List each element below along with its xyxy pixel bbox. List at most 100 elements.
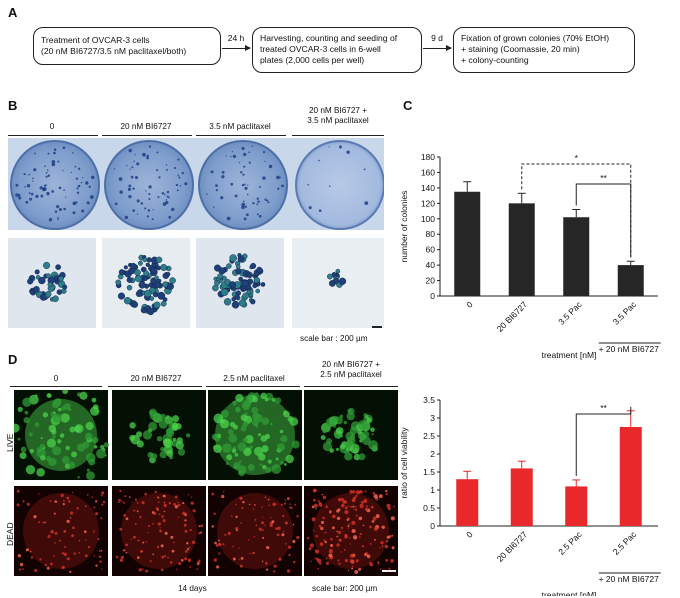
- dead-signal: [134, 498, 138, 501]
- dead-signal: [125, 517, 129, 521]
- cell-blob: [145, 262, 150, 267]
- dead-signal: [139, 550, 143, 553]
- dead-signal: [292, 523, 295, 526]
- bar: [619, 427, 642, 526]
- live-signal: [371, 433, 374, 436]
- dead-signal: [131, 501, 133, 503]
- cell-blob: [231, 300, 240, 309]
- colony-dot: [18, 196, 22, 200]
- y-tick-label: 1: [430, 485, 435, 495]
- live-signal: [60, 413, 70, 423]
- live-signal: [17, 437, 21, 441]
- dead-signal: [182, 511, 186, 515]
- live-signal: [147, 452, 154, 458]
- cell-blob: [327, 273, 333, 280]
- dead-signal: [264, 496, 267, 499]
- dead-signal: [385, 558, 389, 562]
- dead-signal: [261, 516, 264, 518]
- dead-signal: [39, 558, 42, 561]
- dead-signal: [236, 529, 239, 532]
- dead-signal: [217, 539, 220, 542]
- live-signal: [235, 407, 241, 413]
- panel-d-col-label-combo-line2: 2.5 nM paclitaxel: [320, 370, 382, 379]
- dead-signal: [321, 493, 324, 496]
- live-signal: [166, 450, 174, 457]
- live-signal: [231, 448, 237, 453]
- cell-blob: [55, 264, 61, 270]
- dead-signal: [329, 510, 332, 513]
- colony-dot: [251, 145, 254, 148]
- panel-b-micrograph-paclitaxel: [196, 238, 284, 328]
- dead-signal: [364, 553, 367, 556]
- significance-label: **: [600, 173, 607, 183]
- x-tick-label: 3.5 Pac: [611, 299, 639, 327]
- colony-dot: [148, 145, 152, 148]
- live-signal: [370, 427, 375, 432]
- colony-dot: [210, 170, 214, 174]
- dead-signal: [53, 555, 55, 557]
- live-signal: [261, 417, 270, 426]
- dead-signal: [379, 568, 382, 571]
- y-tick-label: 0: [430, 291, 435, 301]
- live-signal: [249, 445, 254, 449]
- flow-arrow-2: [423, 45, 452, 51]
- cell-blob: [146, 257, 152, 263]
- colony-dot: [28, 173, 30, 176]
- colony-dot: [232, 154, 237, 159]
- colony-dot: [146, 154, 150, 158]
- live-signal: [36, 468, 45, 477]
- dead-signal: [49, 500, 52, 503]
- dead-signal: [330, 543, 334, 548]
- cell-blob: [167, 283, 174, 290]
- live-signal: [357, 419, 368, 430]
- dead-signal: [284, 521, 288, 525]
- dead-signal: [86, 494, 89, 496]
- dead-signal: [69, 570, 72, 573]
- live-signal: [42, 447, 45, 450]
- dead-signal: [91, 496, 93, 498]
- live-signal: [160, 447, 165, 452]
- live-signal: [156, 435, 163, 442]
- cell-blob: [237, 255, 245, 263]
- dead-signal: [124, 549, 126, 551]
- bar: [510, 468, 533, 526]
- dead-signal: [352, 505, 355, 508]
- live-signal: [176, 437, 183, 444]
- live-signal: [243, 447, 252, 457]
- live-signal: [262, 464, 267, 470]
- dead-signal: [67, 500, 71, 503]
- live-signal: [17, 406, 23, 412]
- y-tick-label: 0: [430, 521, 435, 531]
- dead-signal: [184, 529, 188, 533]
- dead-signal: [311, 505, 315, 509]
- dead-signal: [133, 509, 136, 512]
- dead-signal: [292, 539, 296, 544]
- colony-dot: [226, 216, 231, 221]
- live-signal: [220, 409, 229, 418]
- colony-dot: [46, 169, 49, 172]
- dead-signal: [184, 550, 188, 553]
- dead-signal: [85, 554, 88, 558]
- live-signal: [29, 448, 34, 454]
- live-signal: [40, 455, 46, 461]
- live-signal: [357, 428, 363, 435]
- dead-signal: [163, 501, 166, 504]
- live-signal: [247, 463, 255, 471]
- dead-signal: [288, 506, 291, 509]
- colony-dot: [57, 160, 60, 163]
- live-signal: [52, 413, 62, 423]
- live-signal: [172, 437, 177, 442]
- colony-dot: [264, 160, 266, 162]
- dead-signal: [323, 539, 326, 542]
- combo-note: + 20 nM BI6727: [599, 344, 660, 354]
- dead-signal: [359, 490, 363, 494]
- y-tick-label: 2: [430, 449, 435, 459]
- colony-dot: [75, 201, 78, 204]
- cell-blob: [138, 281, 146, 289]
- y-tick-label: 160: [421, 167, 435, 177]
- live-signal: [185, 433, 191, 438]
- cell-blob: [165, 271, 171, 277]
- dead-signal: [360, 501, 364, 504]
- live-signal: [71, 451, 78, 458]
- dead-signal: [235, 515, 238, 519]
